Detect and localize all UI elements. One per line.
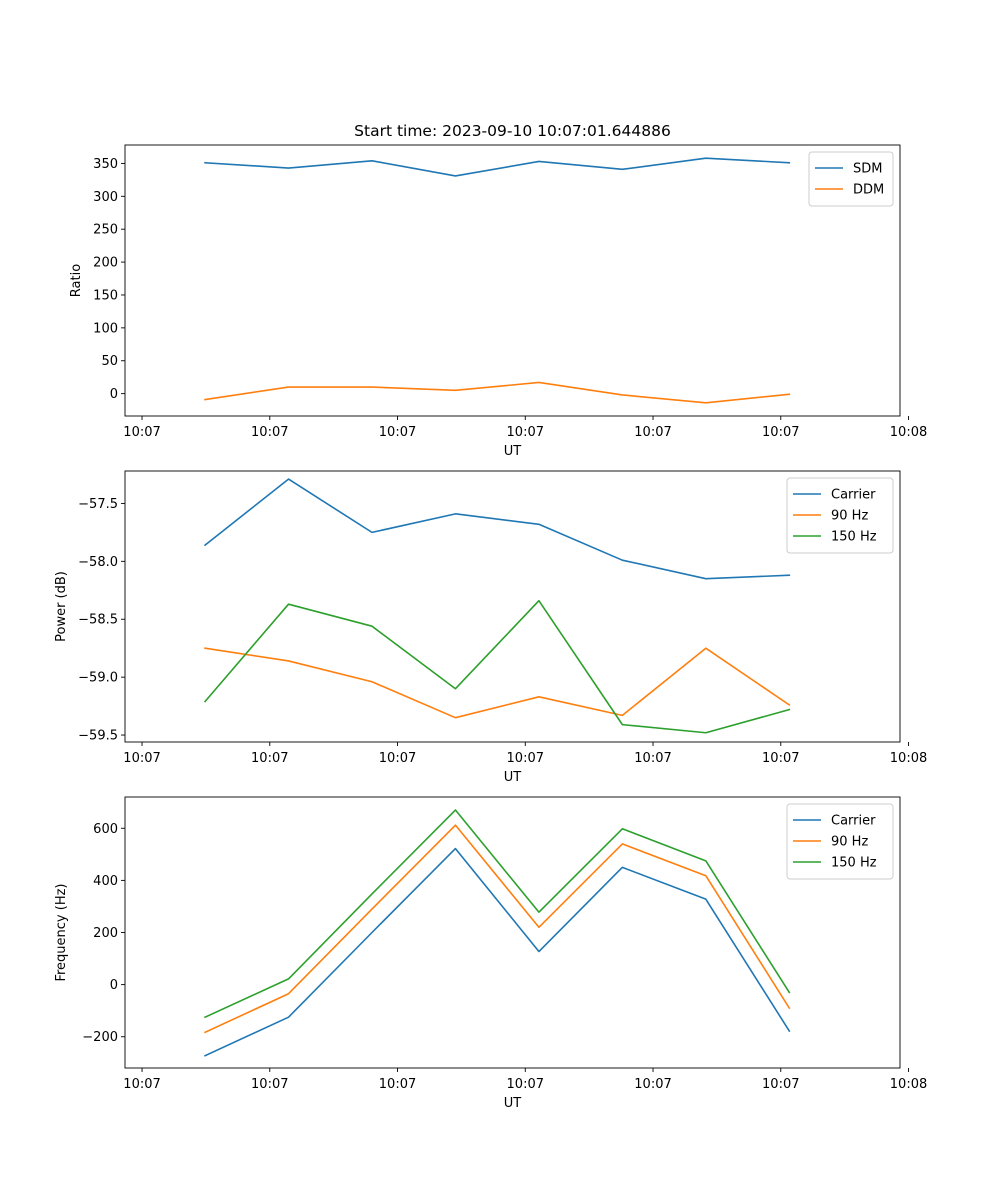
subplot-3: 10:07 10:07 10:07 10:07 10:07 10:07 10:08 −200 0…	[54, 796, 927, 1111]
legend-box	[786, 803, 894, 880]
axes-frame	[124, 470, 901, 743]
x-axis-label: UT	[504, 444, 522, 459]
y-tick-label: 200	[93, 926, 118, 941]
x-tick-label: 10:07	[251, 425, 288, 440]
legend-entry: 90 Hz	[831, 509, 868, 524]
y-tick-label: 200	[93, 256, 118, 271]
legend-box	[808, 151, 894, 207]
axes-frame	[124, 144, 901, 417]
y-tick-label: −57.5	[78, 497, 118, 512]
legend-box	[786, 477, 894, 554]
y-axis-label: Ratio	[69, 264, 84, 297]
subplot-1: 10:07 10:07 10:07 10:07 10:07 10:07 10:08 0 50 10…	[69, 122, 927, 459]
y-tick-label: 0	[110, 387, 118, 402]
x-tick-label: 10:08	[890, 751, 927, 766]
x-tick-label: 10:07	[379, 751, 416, 766]
series-line-ddm	[204, 381, 791, 404]
y-tick-label: −58.0	[78, 555, 118, 570]
y-tick-label: 0	[110, 978, 118, 993]
series-line-carrier	[203, 847, 791, 1057]
x-tick-label: 10:07	[507, 1077, 544, 1092]
x-tick-label: 10:08	[890, 425, 927, 440]
x-tick-label: 10:07	[762, 1077, 799, 1092]
series-line-150-hz	[203, 599, 791, 734]
y-tick-label: −58.5	[78, 613, 118, 628]
series-line-carrier	[203, 478, 791, 580]
y-tick-label: 50	[101, 354, 118, 369]
subplot-2: 10:07 10:07 10:07 10:07 10:07 10:07 10:08 −59.5…	[54, 470, 927, 785]
x-tick-label: 10:07	[634, 1077, 671, 1092]
y-tick-label: 400	[93, 874, 118, 889]
legend-entry: SDM	[853, 162, 882, 177]
x-tick-label: 10:08	[890, 1077, 927, 1092]
y-tick-label: −59.5	[78, 729, 118, 744]
x-tick-label: 10:07	[634, 425, 671, 440]
plot-area	[125, 797, 900, 1068]
plot-area	[125, 471, 900, 742]
y-axis-label: Power (dB)	[54, 571, 69, 642]
x-tick-label: 10:07	[123, 1077, 160, 1092]
legend: Carrier 90 Hz 150 Hz	[786, 477, 894, 554]
y-axis-label: Frequency (Hz)	[54, 883, 69, 981]
y-tick-label: −59.0	[78, 671, 118, 686]
x-axis-label: UT	[504, 1096, 522, 1111]
chart-title: Start time: 2023-09-10 10:07:01.644886	[354, 122, 671, 140]
legend-entry: 90 Hz	[831, 835, 868, 850]
x-tick-label: 10:07	[762, 751, 799, 766]
legend-entry: 150 Hz	[831, 856, 877, 871]
x-tick-label: 10:07	[507, 751, 544, 766]
y-tick-label: 150	[93, 288, 118, 303]
y-tick-label: −200	[82, 1030, 118, 1045]
legend: SDM DDM	[808, 151, 894, 207]
x-tick-label: 10:07	[123, 751, 160, 766]
x-axis-label: UT	[504, 770, 522, 785]
x-tick-label: 10:07	[379, 425, 416, 440]
series-line-150-hz	[203, 809, 791, 1019]
x-tick-label: 10:07	[251, 751, 288, 766]
legend-entry: 150 Hz	[831, 530, 877, 545]
series-line-90-hz	[203, 824, 791, 1034]
x-tick-label: 10:07	[762, 425, 799, 440]
series-line-90-hz	[204, 647, 791, 719]
legend-entry: Carrier	[831, 814, 876, 829]
series-line-sdm	[204, 157, 791, 177]
x-tick-label: 10:07	[507, 425, 544, 440]
plot-area	[125, 145, 900, 416]
x-tick-label: 10:07	[634, 751, 671, 766]
y-tick-label: 250	[93, 223, 118, 238]
y-tick-label: 350	[93, 157, 118, 172]
x-tick-label: 10:07	[379, 1077, 416, 1092]
x-tick-label: 10:07	[123, 425, 160, 440]
x-tick-label: 10:07	[251, 1077, 288, 1092]
y-tick-label: 300	[93, 190, 118, 205]
legend-entry: DDM	[853, 183, 884, 198]
legend: Carrier 90 Hz 150 Hz	[786, 803, 894, 880]
y-tick-label: 600	[93, 822, 118, 837]
y-tick-label: 100	[93, 321, 118, 336]
legend-entry: Carrier	[831, 488, 876, 503]
